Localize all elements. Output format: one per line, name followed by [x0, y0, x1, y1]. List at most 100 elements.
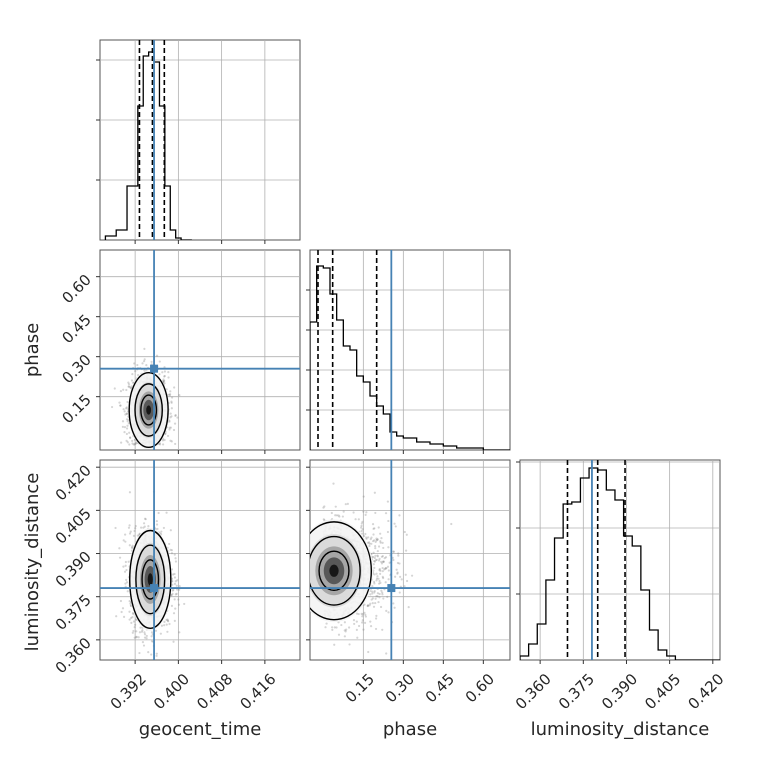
scatter-point [386, 500, 389, 503]
scatter-point [387, 578, 390, 581]
scatter-point [133, 636, 136, 639]
contour-line [318, 550, 350, 592]
scatter-point [369, 593, 372, 596]
scatter-point [154, 629, 158, 632]
scatter-point [129, 604, 133, 608]
scatter-point [170, 396, 174, 399]
scatter-point [381, 575, 384, 578]
scatter-point [362, 510, 365, 513]
scatter-point [332, 482, 335, 485]
scatter-point [373, 589, 376, 593]
scatter-point [172, 428, 176, 432]
scatter-point [385, 567, 388, 570]
scatter-point [377, 559, 381, 562]
scatter-point [163, 366, 166, 369]
scatter-point [171, 573, 175, 576]
scatter-point [165, 623, 168, 626]
scatter-point [168, 426, 171, 429]
scatter-point [410, 574, 414, 577]
scatter-point [124, 413, 127, 416]
scatter-point [383, 557, 386, 560]
scatter-point [126, 424, 129, 427]
density-level [329, 564, 339, 577]
scatter-point [404, 549, 408, 552]
scatter-point [323, 519, 326, 522]
scatter-point [374, 511, 377, 515]
scatter-point [131, 546, 134, 550]
scatter-point [382, 546, 385, 550]
y-tick-label: 0.15 [58, 391, 94, 427]
scatter-point [366, 541, 370, 544]
scatter-point [121, 420, 125, 423]
scatter-point [380, 560, 383, 563]
scatter-point [160, 530, 163, 533]
scatter-point [363, 603, 366, 606]
scatter-point [342, 510, 345, 513]
scatter-point [129, 604, 133, 607]
scatter-point [158, 373, 161, 376]
scatter-point [381, 628, 384, 631]
scatter-point [177, 603, 181, 606]
scatter-point [159, 632, 162, 635]
scatter-point [173, 572, 176, 576]
scatter-point [129, 436, 132, 439]
scatter-point [122, 408, 125, 411]
scatter-point [373, 591, 376, 594]
scatter-point [344, 630, 347, 633]
scatter-point [177, 598, 180, 601]
scatter-point [126, 420, 129, 423]
scatter-point [158, 443, 162, 446]
scatter-point [373, 560, 376, 563]
scatter-point [163, 438, 166, 442]
scatter-point [373, 580, 376, 583]
scatter-point [169, 393, 172, 396]
scatter-point [167, 620, 170, 623]
y-tick-label: 0.45 [58, 311, 94, 347]
scatter-point [150, 653, 153, 656]
scatter-point [368, 541, 371, 544]
scatter-point [375, 558, 378, 561]
scatter-point [147, 651, 150, 654]
scatter-point [113, 387, 116, 390]
scatter-point [394, 575, 397, 578]
scatter-point [405, 579, 409, 583]
x-tick-label: 0.405 [641, 670, 684, 713]
scatter-point [131, 373, 134, 376]
scatter-point [145, 637, 148, 640]
scatter-point [343, 629, 346, 632]
scatter-point [381, 570, 384, 573]
scatter-point [143, 347, 146, 350]
scatter-point [129, 386, 132, 389]
x-tick-label: 0.400 [150, 670, 193, 713]
y-tick-label: 0.360 [52, 634, 95, 677]
scatter-point [356, 636, 359, 639]
scatter-point [366, 604, 369, 607]
scatter-point [343, 621, 346, 624]
scatter-point [130, 621, 133, 624]
scatter-point [166, 618, 169, 621]
scatter-point [122, 615, 126, 618]
scatter-point [131, 442, 134, 445]
scatter-point [379, 540, 382, 543]
scatter-point [355, 620, 358, 623]
x-tick-label: 0.390 [598, 670, 641, 713]
scatter-point [387, 569, 390, 572]
scatter-point [370, 542, 373, 545]
scatter-point [335, 514, 339, 517]
scatter-point [127, 385, 131, 388]
scatter-point [143, 517, 147, 520]
x-tick-label: 0.408 [193, 670, 236, 713]
scatter-point [174, 607, 177, 610]
contour-line [135, 544, 166, 615]
scatter-point [127, 560, 130, 563]
scatter-point [334, 505, 337, 508]
scatter-point [143, 636, 147, 639]
scatter-point [176, 588, 179, 591]
scatter-point [132, 534, 136, 537]
scatter-point [371, 592, 374, 595]
scatter-point [161, 371, 164, 374]
scatter-clip [310, 460, 510, 660]
scatter-point [366, 604, 369, 608]
scatter-point [114, 526, 117, 530]
scatter-point [128, 431, 131, 434]
